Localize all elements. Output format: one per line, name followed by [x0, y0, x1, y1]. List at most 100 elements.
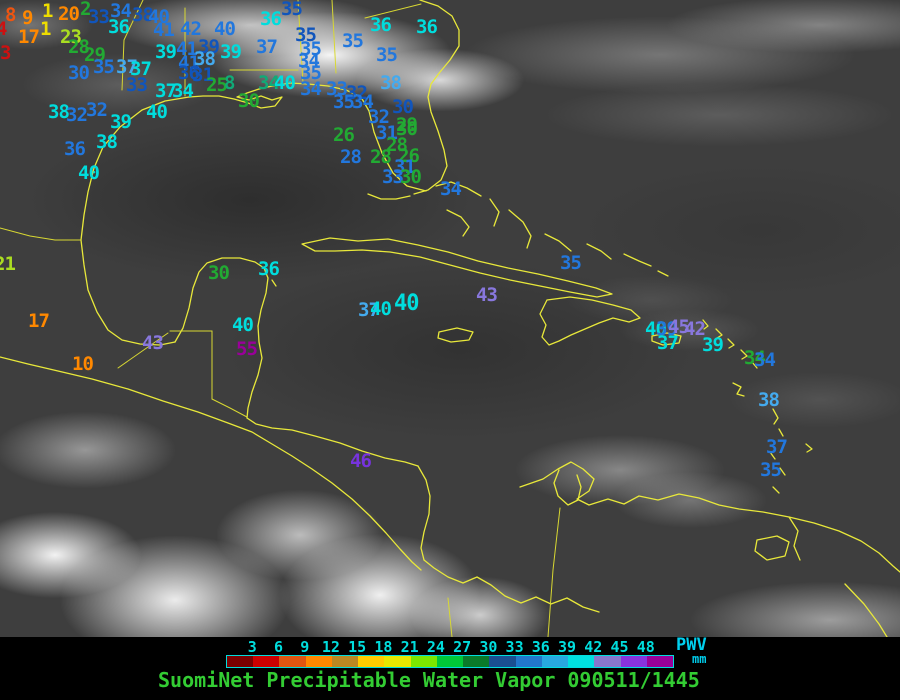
station-value: 35: [281, 0, 303, 20]
station-value: 38: [758, 389, 780, 411]
station-value: 28: [370, 146, 392, 168]
station-value: 40: [645, 318, 667, 340]
station-value: 38: [380, 72, 402, 94]
coast-nicaragua: [417, 465, 431, 561]
station-value: 39: [110, 111, 132, 133]
colorbar-tick-label: 18: [374, 638, 393, 656]
station-value: 38: [194, 48, 216, 70]
islands-bahamas: [435, 181, 482, 197]
station-value: 37: [766, 436, 788, 458]
coast-south-america: [519, 461, 900, 573]
station-value: 29: [84, 44, 106, 66]
border-mexico-guatemala-w: [117, 332, 169, 369]
coast-mississippi-delta: [188, 88, 283, 109]
station-value: 1: [40, 18, 51, 40]
station-value: 42: [180, 18, 202, 40]
coast-honduras: [246, 417, 419, 467]
coast-guyana: [844, 583, 888, 637]
station-value: 35: [376, 44, 398, 66]
station-value: 38: [48, 101, 70, 123]
colorbar-tick-label: 21: [400, 638, 419, 656]
station-value: 32: [66, 104, 88, 126]
station-value: 37: [358, 299, 380, 321]
station-value: 8: [5, 4, 16, 26]
station-value: 36: [258, 258, 280, 280]
islands-lesser-antilles: [740, 349, 748, 360]
coast-yucatan: [174, 257, 269, 343]
station-value: 43: [476, 284, 498, 306]
station-value: 30: [238, 90, 260, 112]
station-value: 34: [258, 72, 280, 94]
station-value: 40: [274, 72, 296, 94]
station-value: 32: [86, 99, 108, 121]
island-cozumel: [271, 279, 277, 287]
station-value: 38: [132, 4, 154, 26]
station-value: 40: [214, 18, 236, 40]
coastline-overlay: [0, 0, 900, 637]
islands-bahamas: [544, 233, 572, 252]
colorbar-segment: [227, 656, 254, 667]
colorbar-segment: [489, 656, 516, 667]
colorbar-ticks: 3 6 9 12 15 18 21 24 27 30 33 36 39 42 45 48: [0, 638, 900, 656]
islands-grenadines: [779, 467, 786, 476]
colorbar-tick-label: 3: [247, 638, 257, 656]
station-value: 33: [88, 6, 110, 28]
station-value: 35: [300, 38, 322, 60]
island-barbados: [805, 443, 813, 453]
border-us-state: [364, 3, 422, 19]
coast-florida-keys: [367, 193, 411, 200]
island-grenada: [772, 486, 780, 494]
station-value: 31: [192, 64, 214, 86]
station-value: 36: [108, 16, 130, 38]
island-trinidad: [754, 535, 790, 561]
station-value: 42: [684, 318, 706, 340]
station-value: 45: [668, 316, 690, 338]
station-value: 39: [198, 36, 220, 58]
colorbar-tick-label: 42: [584, 638, 603, 656]
station-value: 4: [0, 18, 7, 40]
station-value: 28: [68, 36, 90, 58]
island-jamaica: [437, 327, 474, 343]
station-value: 36: [416, 16, 438, 38]
station-value: 35: [342, 30, 364, 52]
colorbar-tick-label: 45: [610, 638, 629, 656]
colorbar-segment: [305, 656, 332, 667]
station-value: 39: [220, 41, 242, 63]
colorbar: [226, 655, 674, 668]
colorbar-tick-label: 39: [558, 638, 577, 656]
station-value: 21: [0, 253, 16, 275]
station-value: 36: [260, 8, 282, 30]
island-guadeloupe: [732, 382, 745, 397]
satellite-image: 8 9 4 1 20 2 33 17 1 23 3 28 29 30 35 37 33 36 34 38 40 41 42 4…: [0, 0, 900, 637]
station-value: 39: [656, 318, 678, 340]
colorbar-segment: [358, 656, 385, 667]
coast-pacific-mexico: [0, 356, 422, 571]
island-martinique: [778, 428, 784, 437]
station-value: 37: [130, 58, 152, 80]
colorbar-tick-label: 12: [321, 638, 340, 656]
station-value: 35: [560, 252, 582, 274]
colorbar-tick-label: 24: [426, 638, 445, 656]
border-us-state: [297, 0, 304, 84]
station-value: 30: [208, 262, 230, 284]
legend-band: 3 6 9 12 15 18 21 24 27 30 33 36 39 42 45 48 PWV mm Suo…: [0, 635, 900, 700]
colorbar-tick-label: 9: [300, 638, 310, 656]
station-value: 36: [64, 138, 86, 160]
island-st-vincent: [769, 451, 776, 460]
colorbar-tick-label: 30: [479, 638, 498, 656]
colorbar-tick-label: 48: [636, 638, 655, 656]
station-value: 37: [256, 36, 278, 58]
lake-maracaibo: [553, 469, 582, 506]
station-value: 34: [300, 78, 322, 100]
station-value: 38: [96, 131, 118, 153]
station-value: 34: [298, 50, 320, 72]
coast-costa-rica-panama: [423, 559, 600, 613]
station-value: 30: [396, 118, 418, 140]
station-layer: 8 9 4 1 20 2 33 17 1 23 3 28 29 30 35 37 33 36 34 38 40 41 42 4…: [0, 0, 788, 480]
colorbar-tick-label: 36: [531, 638, 550, 656]
island-dominica: [772, 408, 779, 425]
colorbar-segment: [541, 656, 569, 667]
station-value: 37: [657, 332, 679, 354]
border-us-state: [121, 0, 144, 91]
